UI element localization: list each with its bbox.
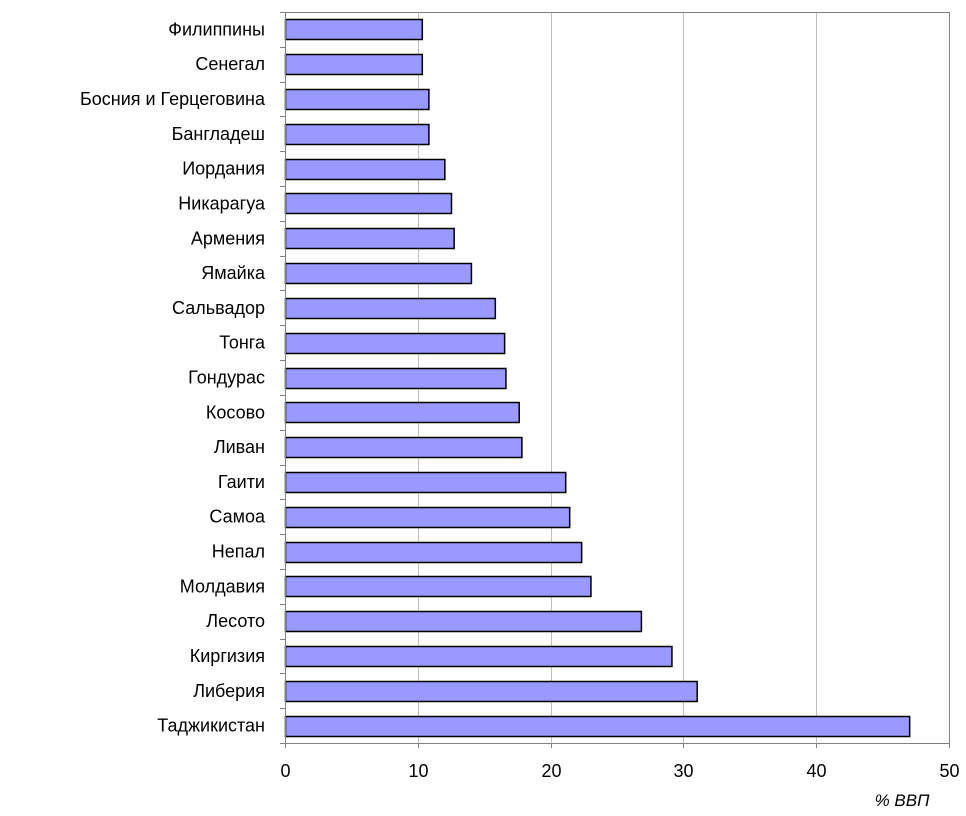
category-label: Никарагуа	[178, 193, 266, 213]
bar-5	[284, 158, 446, 181]
category-label: Сальвадор	[172, 298, 265, 318]
bar-8	[284, 262, 473, 285]
category-label: Молдавия	[180, 576, 265, 596]
x-tick-labels: 0 10 20 30 40 50	[280, 761, 959, 781]
x-tick-label: 40	[806, 761, 826, 781]
bar-16	[284, 541, 583, 564]
x-axis-title: % ВВП	[875, 791, 931, 810]
category-label: Непал	[212, 542, 265, 562]
category-label: Армения	[191, 228, 265, 248]
x-tick-label: 20	[541, 761, 561, 781]
bar-18	[284, 610, 643, 633]
category-label: Сенегал	[195, 54, 265, 74]
category-label: Самоа	[209, 507, 266, 527]
bar-9	[284, 297, 497, 320]
bar-15	[284, 506, 571, 529]
bar-19	[284, 645, 673, 668]
x-tick-label: 0	[280, 761, 290, 781]
bar-21	[284, 715, 911, 738]
bar-14	[284, 471, 567, 494]
category-label: Бангладеш	[172, 124, 265, 144]
bar-20	[284, 680, 698, 703]
category-label: Гаити	[218, 472, 265, 492]
bar-7	[284, 227, 455, 250]
category-label: Филиппины	[168, 19, 265, 39]
bars	[284, 18, 911, 738]
x-tick-label: 50	[939, 761, 959, 781]
category-label: Лесото	[206, 611, 265, 631]
category-labels: Филиппины Сенегал Босния и Герцеговина Банг…	[80, 19, 266, 735]
category-label: Тонга	[219, 333, 266, 353]
bar-2	[284, 53, 424, 76]
category-label: Таджикистан	[157, 716, 265, 736]
bar-17	[284, 575, 592, 598]
bar-13	[284, 436, 523, 459]
category-label: Ливан	[214, 437, 265, 457]
bar-3	[284, 88, 430, 111]
category-label: Гондурас	[188, 368, 265, 388]
category-label: Иордания	[182, 159, 265, 179]
bar-11	[284, 367, 507, 390]
category-label: Ямайка	[201, 263, 266, 283]
plot-frame	[280, 12, 950, 748]
bar-10	[284, 332, 506, 355]
bar-1	[284, 18, 424, 41]
category-label: Киргизия	[190, 646, 265, 666]
category-label: Либерия	[193, 681, 265, 701]
category-label: Косово	[206, 402, 265, 422]
bar-6	[284, 192, 453, 215]
x-tick-label: 30	[673, 761, 693, 781]
bar-4	[284, 123, 430, 146]
category-label: Босния и Герцеговина	[80, 89, 266, 109]
x-tick-label: 10	[408, 761, 428, 781]
bar-12	[284, 401, 520, 424]
